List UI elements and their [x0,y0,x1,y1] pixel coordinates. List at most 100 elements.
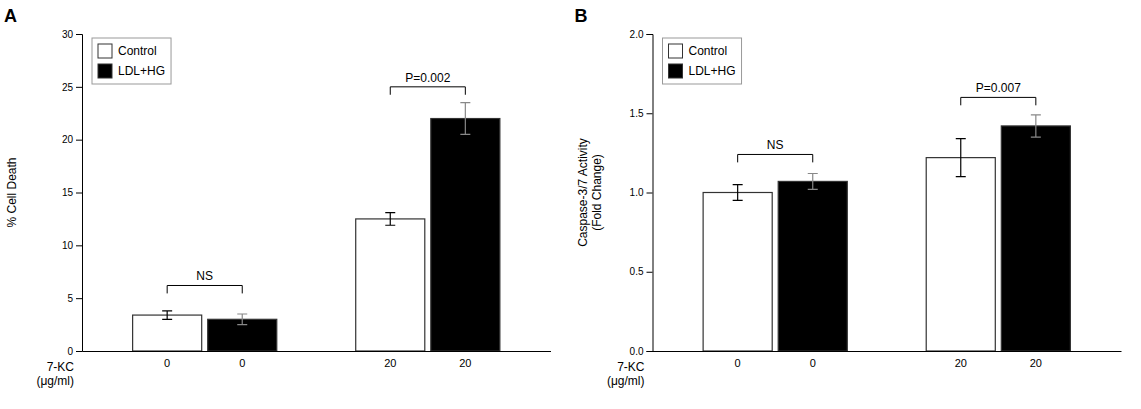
y-tick: 0.0 [630,346,653,357]
panel-title: A [4,6,17,26]
legend-item: LDL+HG [98,64,165,78]
y-tick: 10 [62,240,82,251]
y-tick-label: 30 [62,29,74,40]
y-tick-mark [76,245,82,246]
series [208,103,500,351]
y-tick-label: 20 [62,134,74,145]
y-tick-label: 15 [62,187,74,198]
legend-frame [663,38,742,84]
y-tick-mark [647,113,653,114]
legend-swatch [98,44,112,58]
y-tick: 5 [67,293,82,304]
y-tick-mark [76,87,82,88]
legend-items: Control LDL+HG [669,44,736,78]
x-axis-line [653,351,1122,352]
y-axis: 0.0 0.5 1.0 1.5 2.0 [630,29,653,357]
y-tick: 1.5 [630,108,653,119]
x-tick-label: 0 [239,357,245,369]
chart-root: 051015202530NSP=0.0020020207-KC(μg/ml)% … [0,0,1141,409]
annotation-text: NS [196,269,213,283]
y-tick: 30 [62,29,82,40]
series [133,213,425,351]
annotation-bracket [738,154,813,162]
legend: Control LDL+HG [92,38,171,84]
legend-item: Control [669,44,728,58]
x-axis-label-line: (μg/ml) [36,374,74,388]
x-axis-label-line: 7-KC [47,360,75,374]
x-axis-label-line: 7-KC [617,360,645,374]
error-bar [162,311,172,319]
bar [926,158,995,351]
series [703,139,995,351]
annotation-text: P=0.002 [405,71,450,85]
y-axis-label-line: % Cell Death [5,157,19,227]
bar [133,315,202,351]
annotation-text: P=0.007 [976,81,1021,95]
y-tick-mark [76,34,82,35]
legend: Control LDL+HG [663,38,742,84]
y-tick-label: 0.5 [630,266,644,277]
annotation-bracket [961,97,1036,105]
y-tick: 0.5 [630,266,653,277]
y-axis-line [76,35,83,352]
bar [431,119,500,351]
error-bar [1031,115,1041,137]
x-tick-label: 0 [735,357,741,369]
y-tick-label: 0 [67,346,73,357]
x-axis-label: 7-KC(μg/ml) [607,360,645,388]
panel: 051015202530NSP=0.0020020207-KC(μg/ml)% … [4,6,551,388]
y-axis-label-line: (Fold Change) [590,154,604,231]
y-tick-mark [76,193,82,194]
plot-area [703,97,1070,351]
y-tick: 2.0 [630,29,653,40]
y-tick-mark [76,298,82,299]
x-axis-label: 7-KC(μg/ml) [36,360,74,388]
error-bar [237,314,247,325]
y-tick-label: 2.0 [630,29,644,40]
legend-label: LDL+HG [118,64,165,78]
x-tick-labels: 002020 [164,357,471,369]
legend-items: Control LDL+HG [98,44,165,78]
y-tick-label: 1.0 [630,187,644,198]
y-tick: 0 [67,346,82,357]
y-tick-label: 0.0 [630,346,644,357]
plot-area [133,87,500,351]
error-bar [733,185,743,201]
x-tick-label: 0 [810,357,816,369]
x-tick-label: 20 [1030,357,1042,369]
bar [703,193,772,352]
y-tick-label: 10 [62,240,74,251]
y-tick: 25 [62,82,82,93]
legend-item: LDL+HG [669,64,736,78]
error-bar [385,213,395,226]
legend-label: Control [689,44,728,58]
y-axis-label: % Cell Death [5,157,19,227]
y-axis-label-line: Caspase-3/7 Activity [576,138,590,247]
y-tick-mark [76,351,82,352]
legend-swatch [669,44,683,58]
y-tick-mark [647,351,653,352]
y-tick-label: 25 [62,82,74,93]
panel: 0.0 0.5 1.0 1.5 2.0 NS P=0.007 0 0 20 20 7-KC(μg/ml… [575,6,1122,388]
x-tick-label: 20 [459,357,471,369]
y-tick-mark [76,140,82,141]
y-tick: 15 [62,187,82,198]
x-tick-label: 20 [955,357,967,369]
legend-swatch [669,64,683,78]
x-tick-label: 0 [164,357,170,369]
legend-item: Control [98,44,157,58]
legend-label: Control [118,44,157,58]
bar [356,219,425,351]
y-tick: 1.0 [630,187,653,198]
error-bar [808,173,818,189]
y-axis-line [647,35,654,352]
annotation-bracket [167,285,242,293]
x-axis [653,351,1122,352]
annotation-text: NS [767,138,784,152]
y-tick-label: 1.5 [630,108,644,119]
y-tick: 20 [62,134,82,145]
y-tick-mark [647,34,653,35]
x-axis-label-line: (μg/ml) [607,374,645,388]
error-bar [956,139,966,177]
bar [778,181,847,351]
